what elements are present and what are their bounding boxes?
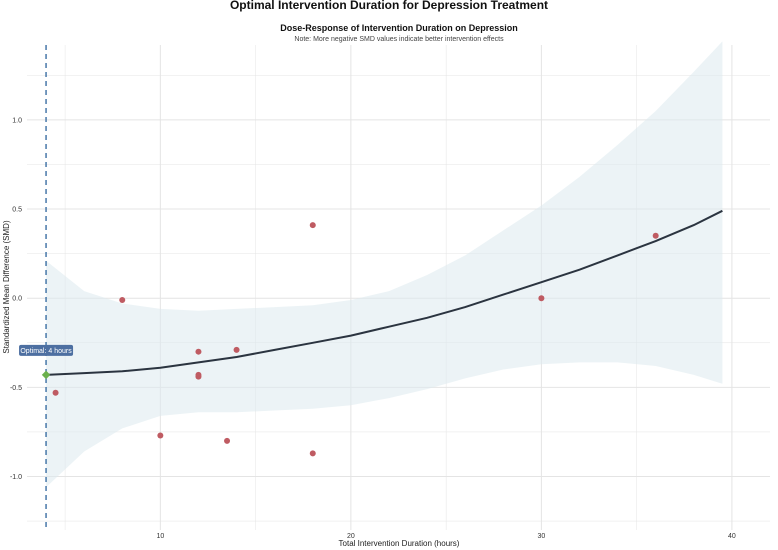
data-point <box>233 346 240 353</box>
x-tick-label: 10 <box>156 533 164 540</box>
x-axis-label: Total Intervention Duration (hours) <box>339 539 460 548</box>
data-point <box>52 389 59 396</box>
y-tick-label: -1.0 <box>10 474 22 481</box>
data-points <box>52 222 659 457</box>
x-tick-label: 40 <box>728 533 736 540</box>
data-point <box>224 437 231 444</box>
x-tick-label: 20 <box>347 533 355 540</box>
data-point <box>195 373 202 380</box>
x-axis-ticks: 10 20 30 40 <box>156 533 735 540</box>
data-point <box>309 450 316 457</box>
optimal-point-marker <box>41 370 51 380</box>
y-axis-label: Standardized Mean Difference (SMD) <box>2 220 11 354</box>
data-point <box>195 348 202 355</box>
y-tick-label: 1.0 <box>12 117 22 124</box>
data-point <box>157 432 164 439</box>
confidence-ribbon <box>46 41 723 488</box>
data-point <box>119 296 126 303</box>
chart-subtitle: Dose-Response of Intervention Duration o… <box>280 23 518 33</box>
x-tick-label: 30 <box>537 533 545 540</box>
plot-area: Optimal: 4 hours <box>19 41 770 530</box>
optimal-label: Optimal: 4 hours <box>20 348 72 355</box>
y-tick-label: 0.0 <box>12 296 22 303</box>
y-tick-label: -0.5 <box>10 385 22 392</box>
y-tick-label: 0.5 <box>12 207 22 214</box>
chart-note: Note: More negative SMD values indicate … <box>294 36 504 43</box>
fitted-curve <box>46 209 723 376</box>
data-point <box>652 232 659 239</box>
page-title: Optimal Intervention Duration for Depres… <box>230 0 548 12</box>
y-axis-ticks: -1.0 -0.5 0.0 0.5 1.0 <box>10 117 22 481</box>
optimal-label-box <box>19 344 74 356</box>
data-point <box>309 222 316 229</box>
data-point <box>538 295 545 302</box>
